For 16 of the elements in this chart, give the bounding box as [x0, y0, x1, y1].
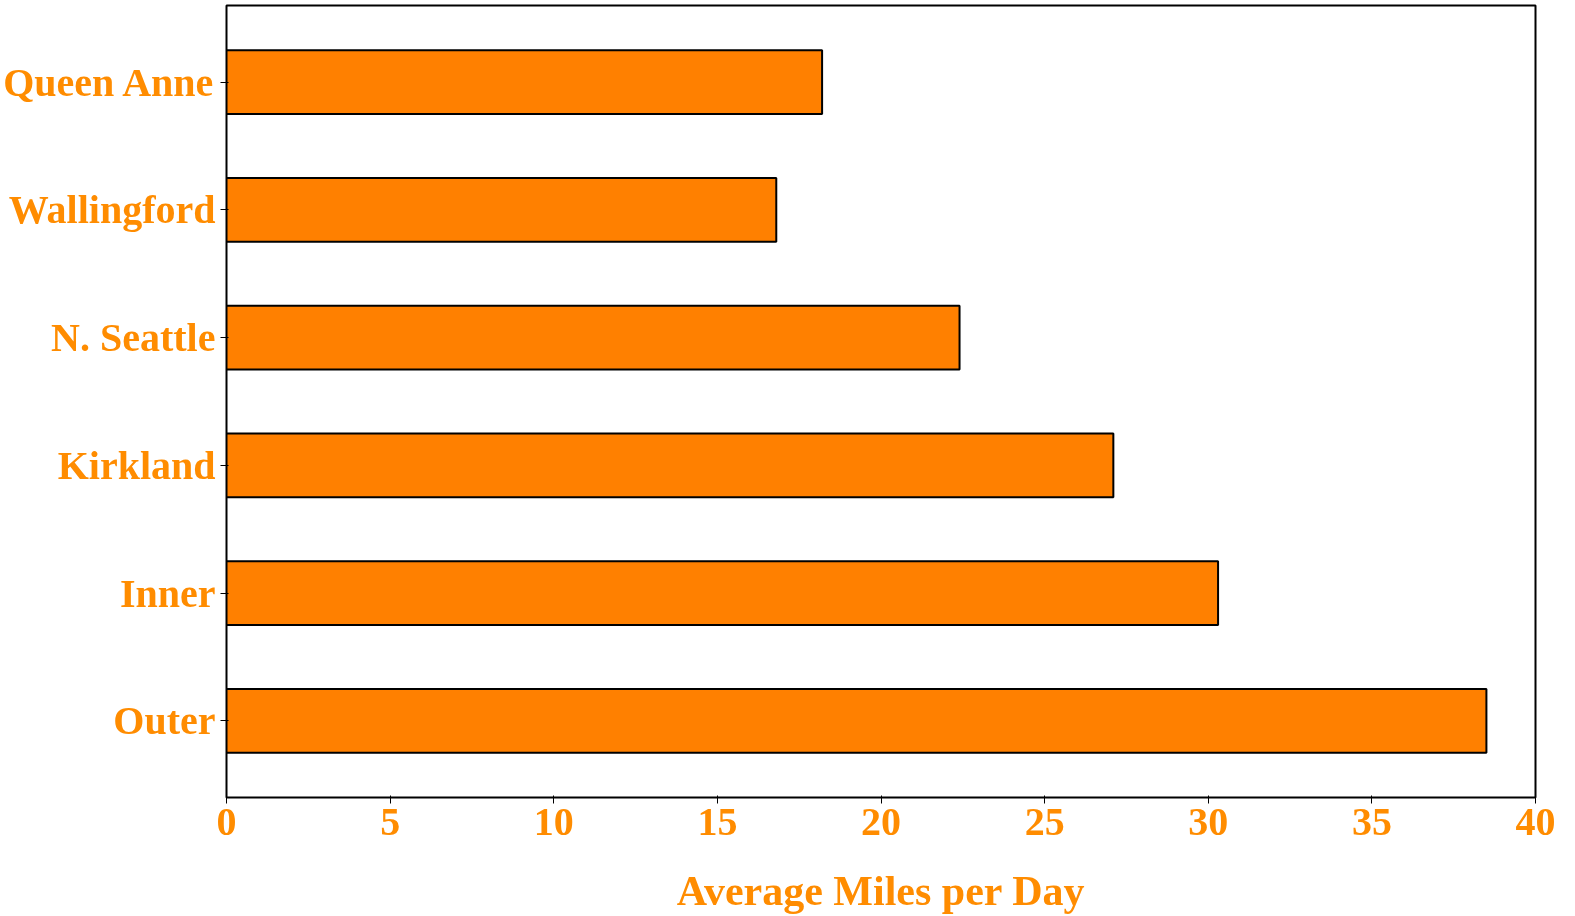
y-tick-label: Outer	[113, 698, 216, 744]
x-tick-label: 25	[1024, 798, 1065, 844]
y-tick-label: N. Seattle	[51, 315, 216, 361]
x-tick-label: 20	[861, 798, 901, 844]
y-tick-label: Queen Anne	[3, 59, 214, 105]
x-tick-label: 40	[1515, 798, 1556, 844]
x-axis-title: Average Miles per Day	[676, 867, 1085, 914]
x-tick-label: 0	[216, 798, 237, 844]
y-tick-label: Kirkland	[57, 442, 216, 488]
x-tick-label: 30	[1188, 798, 1229, 844]
y-tick-label: Inner	[119, 570, 216, 616]
y-tick-label: Wallingford	[8, 187, 216, 233]
x-tick-label: 5	[380, 798, 401, 844]
x-tick-label: 10	[533, 798, 574, 844]
x-tick-label: 35	[1351, 798, 1392, 844]
x-tick-label: 15	[697, 798, 738, 844]
